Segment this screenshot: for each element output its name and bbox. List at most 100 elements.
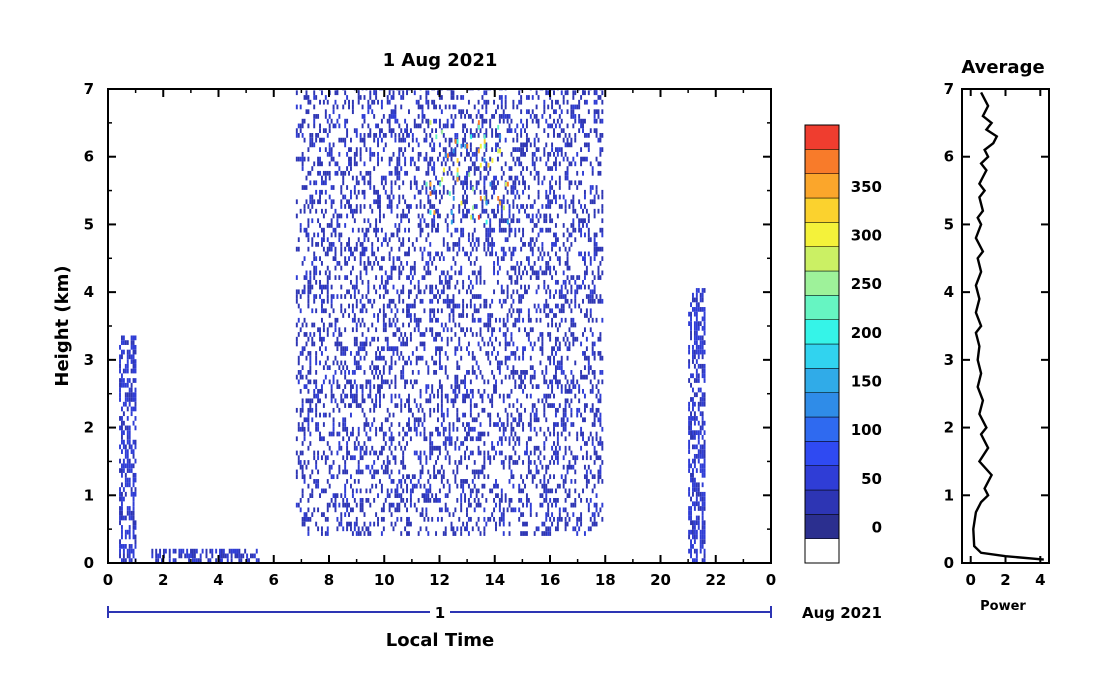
heatmap-cell (353, 161, 356, 167)
heatmap-cell (533, 137, 536, 143)
heatmap-cell (543, 270, 546, 276)
heatmap-cell (531, 403, 534, 408)
heatmap-cell (419, 483, 422, 489)
heatmap-cell (496, 483, 499, 489)
heatmap-cell (452, 246, 455, 252)
heatmap-cell (560, 109, 563, 115)
heatmap-cell (373, 460, 376, 465)
heatmap-cell (556, 483, 559, 489)
heatmap-cell (346, 502, 349, 508)
heatmap-cell (479, 189, 482, 195)
heatmap-cell (413, 298, 416, 304)
heatmap-cell (130, 449, 133, 454)
heatmap-cell (556, 441, 559, 446)
heatmap-cell (394, 403, 397, 408)
heatmap-cell (398, 223, 401, 228)
heatmap-cell (320, 512, 323, 517)
heatmap-cell (464, 393, 467, 399)
heatmap-cell (491, 370, 494, 375)
heatmap-cell (328, 123, 331, 129)
heatmap-cell (452, 531, 455, 536)
heatmap-cell (369, 260, 372, 266)
heatmap-cell (444, 436, 447, 442)
heatmap-cell (485, 298, 488, 304)
heatmap-cell (435, 265, 438, 271)
heatmap-cell (545, 218, 548, 224)
heatmap-cell (423, 308, 426, 314)
heatmap-cell (299, 450, 302, 456)
heatmap-cell (553, 346, 555, 352)
heatmap-cell (195, 548, 198, 554)
heatmap-cell (357, 95, 360, 100)
heatmap-cell (518, 313, 521, 318)
heatmap-cell (363, 114, 366, 119)
heatmap-cell (126, 453, 129, 459)
heatmap-cell (433, 142, 436, 148)
heatmap-cell (371, 474, 374, 480)
heatmap-cell (535, 308, 538, 314)
heatmap-cell (496, 156, 499, 162)
heatmap-cell (560, 417, 563, 423)
heatmap-cell (597, 474, 600, 480)
heatmap-cell (349, 507, 352, 513)
heatmap-cell (328, 147, 331, 152)
heatmap-cell (363, 180, 366, 186)
heatmap-cell (126, 368, 129, 374)
heatmap-cell (525, 133, 528, 138)
heatmap-cell (409, 379, 412, 385)
heatmap-cell (703, 553, 706, 559)
heatmap-cell (578, 398, 581, 404)
heatmap-cell (444, 147, 447, 152)
heatmap-cell (421, 256, 424, 261)
heatmap-cell (458, 313, 461, 318)
heatmap-cell (529, 341, 532, 347)
heatmap-cell (390, 346, 393, 352)
heatmap-cell (522, 142, 525, 148)
heatmap-cell (437, 417, 439, 423)
heatmap-cell (442, 412, 445, 418)
heatmap-cell (309, 208, 312, 214)
heatmap-cell (433, 497, 436, 503)
heatmap-cell (531, 270, 534, 276)
heatmap-cell (301, 260, 304, 266)
heatmap-cell (466, 170, 468, 176)
heatmap-cell (469, 180, 472, 186)
heatmap-cell (554, 161, 557, 167)
heatmap-cell (566, 123, 569, 129)
heatmap-cell (467, 275, 470, 280)
heatmap-cell (450, 90, 453, 96)
heatmap-cell (303, 208, 306, 214)
heatmap-cell (315, 412, 318, 418)
heatmap-cell (695, 515, 698, 521)
heatmap-cell (466, 251, 468, 257)
heatmap-cell (585, 483, 588, 489)
heatmap-cell (348, 161, 350, 167)
heatmap-cell (462, 194, 465, 200)
heatmap-cell (404, 137, 407, 143)
heatmap-cell (510, 422, 513, 427)
heatmap-cell (691, 558, 694, 563)
heatmap-cell (518, 270, 521, 276)
heatmap-cell (498, 223, 501, 228)
heatmap-cell (409, 289, 412, 295)
heatmap-cell (388, 237, 391, 243)
heatmap-cell (425, 223, 428, 228)
heatmap-cell (697, 326, 700, 331)
heatmap-cell (502, 431, 505, 437)
heatmap-cell (186, 553, 189, 559)
heatmap-cell (522, 388, 525, 394)
heatmap-cell (520, 308, 523, 314)
heatmap-cell (551, 104, 554, 110)
heatmap-cell (504, 360, 507, 366)
heatmap-cell (543, 445, 546, 451)
heatmap-cell (367, 237, 370, 243)
heatmap-cell (520, 151, 523, 157)
heatmap-cell (130, 392, 133, 398)
heatmap-cell (568, 341, 571, 347)
heatmap-cell (701, 501, 704, 507)
heatmap-cell (446, 118, 449, 124)
heatmap-cell (597, 114, 600, 119)
heatmap-cell (564, 175, 567, 181)
heatmap-cell (466, 213, 468, 219)
heatmap-cell (471, 417, 474, 423)
